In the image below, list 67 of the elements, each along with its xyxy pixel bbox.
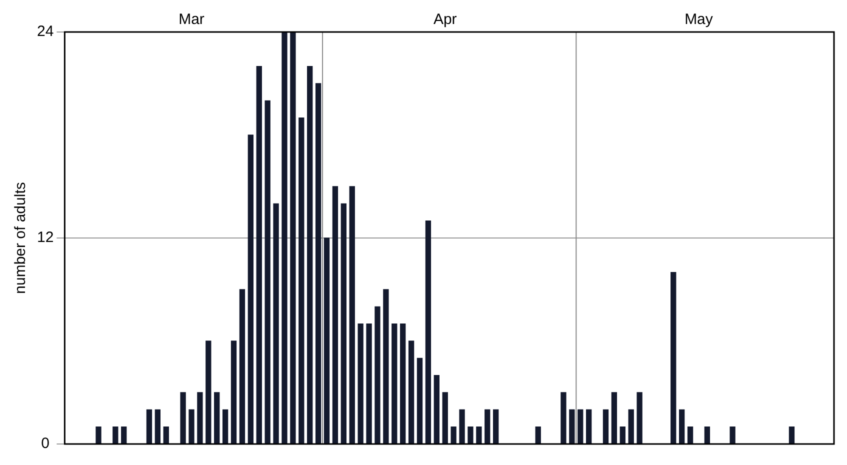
bar (392, 324, 398, 444)
bar (408, 340, 414, 444)
bar (434, 375, 440, 444)
x-tick-label: May (684, 11, 714, 28)
bar (315, 83, 322, 444)
bar (163, 426, 169, 444)
bar (282, 32, 288, 444)
bar (476, 426, 482, 444)
bar (788, 426, 795, 444)
bar (239, 289, 246, 444)
bar (679, 409, 685, 444)
bar (611, 392, 618, 444)
bar (307, 66, 313, 444)
bar (450, 426, 456, 444)
bar (636, 392, 642, 444)
bar (620, 426, 626, 444)
bar (96, 426, 102, 444)
y-tick-label: 0 (41, 435, 50, 452)
bar (146, 409, 152, 444)
bar (602, 409, 609, 444)
bar (383, 289, 389, 444)
bar (154, 409, 161, 444)
bar (188, 409, 194, 444)
bar (340, 203, 346, 444)
bar (628, 409, 634, 444)
bar (425, 220, 432, 444)
bar (468, 426, 474, 444)
y-tick-label: 24 (37, 23, 54, 40)
bar (121, 426, 127, 444)
bar (230, 340, 237, 444)
y-tick-label: 12 (37, 229, 54, 246)
bar (180, 392, 186, 444)
bar (349, 186, 355, 444)
bar (290, 32, 296, 444)
bar (442, 392, 448, 444)
bar (704, 426, 710, 444)
bar (256, 66, 262, 444)
bar (416, 358, 423, 444)
bar (586, 409, 592, 444)
bar (248, 134, 254, 444)
y-axis-title: number of adults (12, 182, 30, 294)
bar (400, 324, 406, 444)
bar (298, 118, 304, 444)
bar (578, 409, 584, 444)
bar (366, 324, 372, 444)
bar (493, 409, 499, 444)
bar (332, 186, 338, 444)
bar (569, 409, 575, 444)
bar (730, 426, 736, 444)
bar (324, 238, 330, 444)
bar (687, 426, 694, 444)
bar (222, 409, 228, 444)
x-tick-label: Apr (433, 11, 457, 28)
bar (197, 392, 203, 444)
bar (535, 426, 541, 444)
x-tick-label: Mar (178, 11, 204, 28)
bar (670, 272, 676, 444)
bar (264, 100, 270, 444)
bar (214, 392, 220, 444)
bar (112, 426, 118, 444)
bar (273, 203, 279, 444)
bar (358, 324, 364, 444)
bar (560, 392, 566, 444)
bar (206, 340, 212, 444)
bar (484, 409, 490, 444)
bar (374, 306, 380, 444)
bar (459, 409, 465, 444)
